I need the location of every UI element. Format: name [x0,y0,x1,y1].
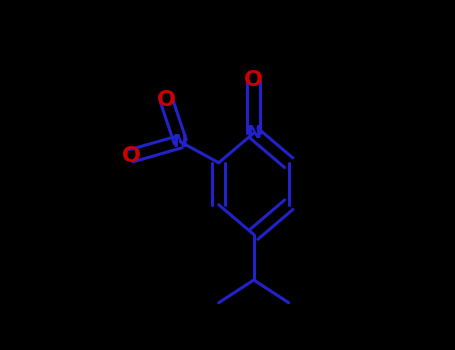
Text: O: O [157,90,176,110]
Text: N: N [173,133,188,151]
Text: N: N [246,124,261,142]
Text: O: O [122,146,141,166]
Text: O: O [244,70,263,91]
